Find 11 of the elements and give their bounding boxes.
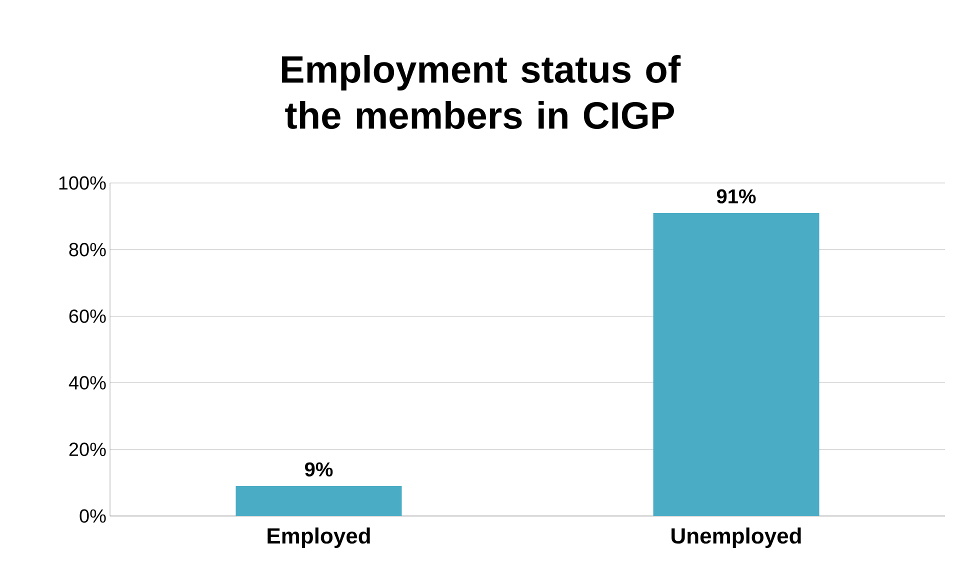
y-tick-label: 60% <box>69 309 106 323</box>
y-tick-label: 40% <box>68 376 106 390</box>
data-label: 9% <box>304 462 333 476</box>
y-tick-label: 80% <box>69 242 106 256</box>
x-tick-label: Unemployed <box>672 528 801 548</box>
x-tick-label: Employed <box>268 528 370 548</box>
y-tick-label: 20% <box>69 442 106 456</box>
y-tick-label: 0% <box>80 509 106 523</box>
data-label: 91% <box>716 189 756 204</box>
chart-title: Employment status of the members in CIGP <box>282 55 681 129</box>
y-tick-label: 100% <box>59 176 106 190</box>
